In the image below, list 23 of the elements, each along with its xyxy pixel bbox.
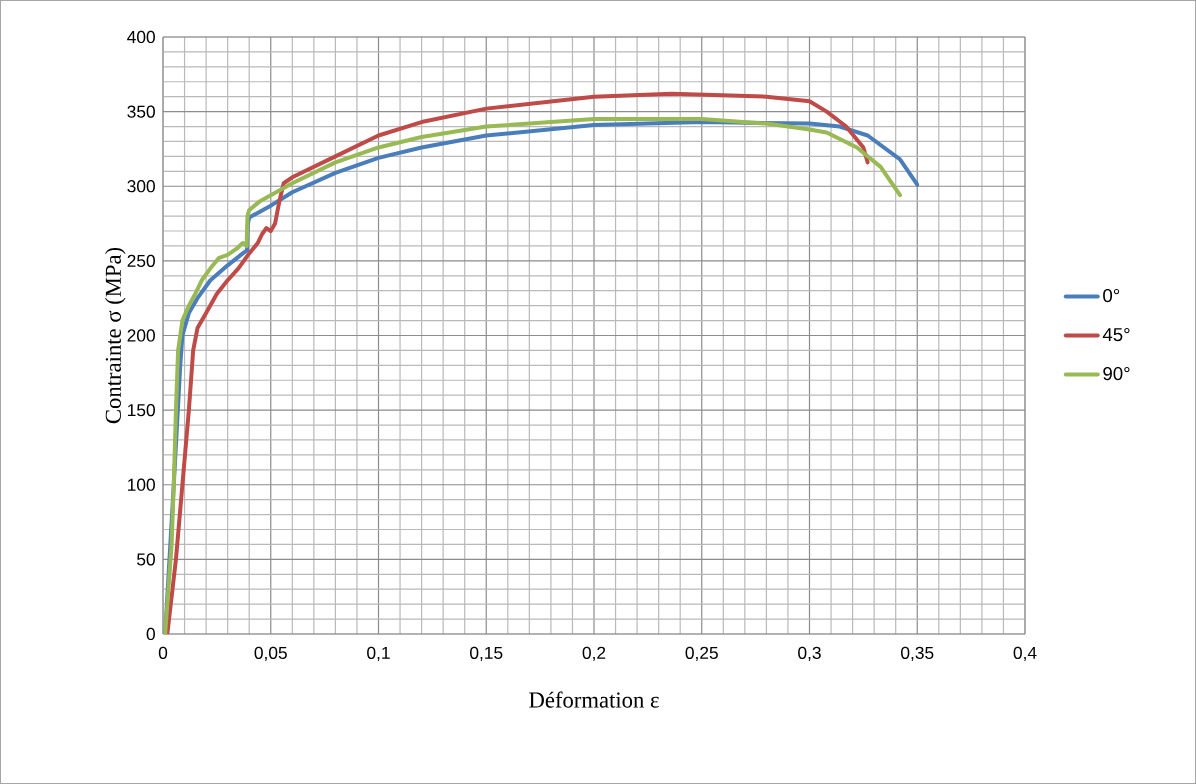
legend-label: 90° [1103,366,1130,381]
x-tick-label: 0,35 [901,646,934,662]
x-tick-label: 0,1 [367,646,390,662]
y-tick-label: 150 [128,403,155,417]
y-tick-label: 0 [146,627,155,641]
y-tick-label: 400 [127,30,155,44]
y-tick-label: 350 [127,105,155,118]
y-tick-label: 300 [127,180,155,193]
x-tick-label: 0,25 [685,646,718,662]
legend-label: 45° [1102,327,1130,342]
y-tick-label: 50 [137,553,155,566]
x-tick-label: 0,15 [470,646,503,662]
y-tick-label: 200 [127,329,155,342]
y-tick-label: 100 [128,478,155,491]
x-tick-label: 0,2 [582,646,606,662]
x-tick-label: 0,3 [798,646,821,662]
y-axis-title: Contrainte σ (MPa) [105,247,126,424]
x-tick-label: 0,05 [254,646,287,662]
y-tick-label: 250 [127,254,155,267]
x-tick-label: 0,4 [1013,646,1037,662]
legend-label: 0° [1103,288,1120,303]
x-tick-label: 0 [158,646,168,659]
x-axis-title: Déformation ε [529,691,659,708]
